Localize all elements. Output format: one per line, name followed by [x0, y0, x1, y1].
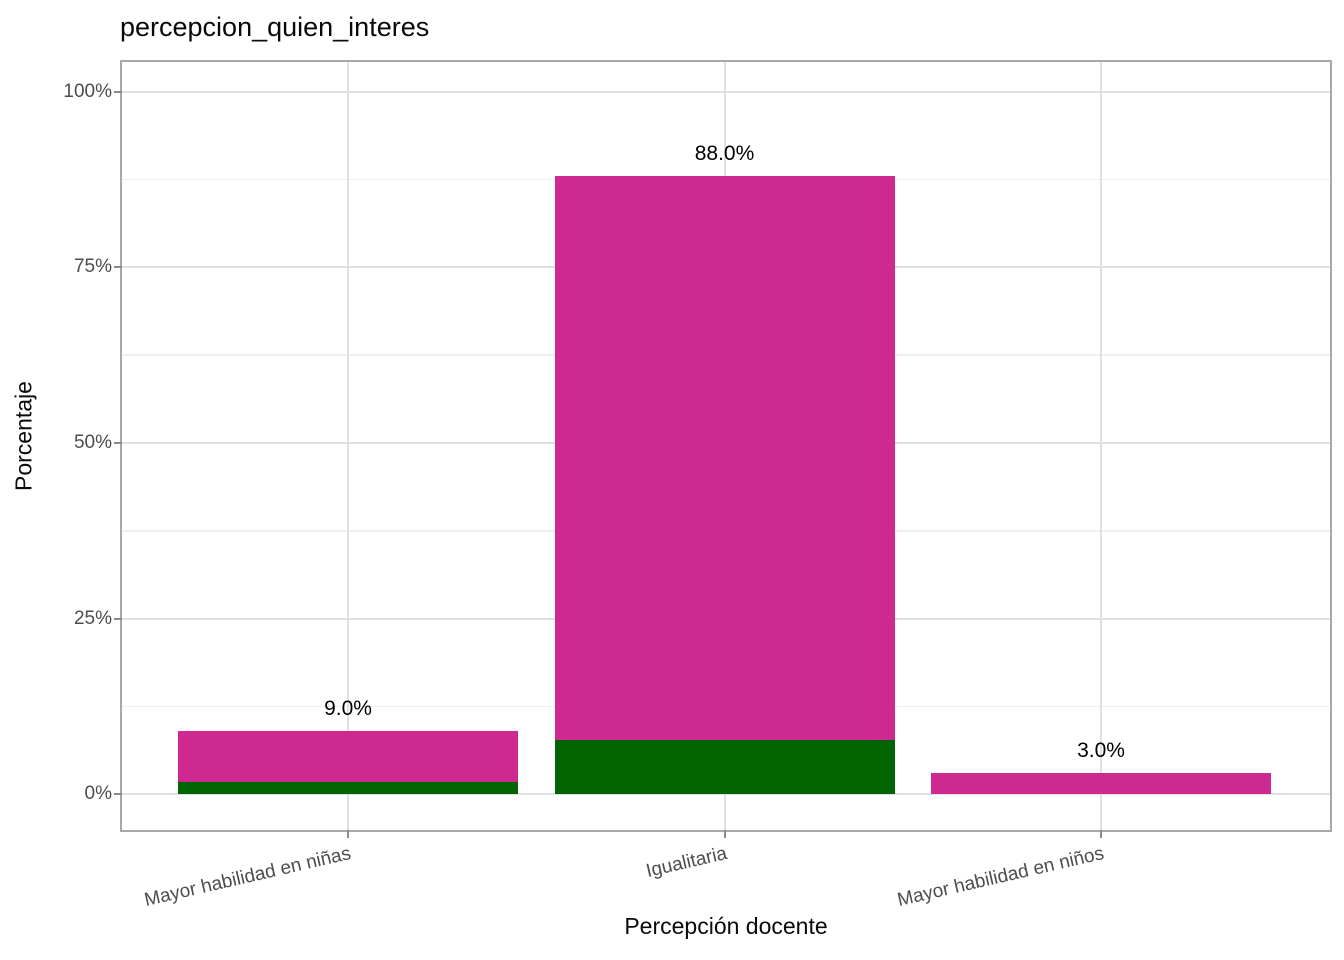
y-tick-mark	[114, 617, 122, 620]
gridline-major-y	[122, 793, 1330, 796]
gridline-major-x	[347, 62, 349, 830]
x-tick-label: Mayor habilidad en niños	[895, 843, 1106, 911]
bar-value-label: 3.0%	[1077, 739, 1125, 763]
bar-segment-magenta-top-segment	[178, 731, 518, 783]
y-tick-label: 25%	[73, 607, 112, 629]
plot-panel: 9.0% 88.0% 3.0%	[120, 60, 1332, 832]
y-tick-mark	[114, 266, 122, 269]
bar-segment-green-bottom-segment	[178, 782, 518, 795]
bar-value-label: 88.0%	[694, 141, 755, 165]
gridline-major-x	[1100, 62, 1102, 830]
x-tick-mark	[1100, 830, 1102, 838]
y-tick-mark	[114, 90, 122, 93]
y-tick-label: 75%	[73, 256, 112, 278]
y-tick-label: 100%	[63, 80, 112, 102]
y-tick-mark	[114, 441, 122, 444]
bar-segment-magenta-top-segment	[554, 175, 895, 741]
chart-title: percepcion_quien_interes	[120, 12, 430, 42]
bar-value-label: 9.0%	[324, 697, 372, 721]
x-tick-label: Mayor habilidad en niñas	[142, 843, 353, 911]
gridline-major-y	[122, 90, 1330, 93]
x-tick-mark	[723, 830, 726, 838]
x-tick-label: Igualitaria	[644, 843, 730, 882]
x-axis-title: Percepción docente	[624, 913, 828, 939]
y-tick-label: 50%	[73, 431, 112, 453]
y-tick-label: 0%	[84, 783, 112, 805]
x-tick-mark	[347, 830, 349, 838]
bar-segment-green-bottom-segment	[554, 740, 895, 795]
y-tick-mark	[114, 793, 122, 796]
bar-segment-magenta-top-segment	[931, 773, 1271, 795]
